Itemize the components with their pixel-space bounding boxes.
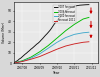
- Legend: 2007 forecast, 2009 forecast, 2010 forecast, forecast 2011: 2007 forecast, 2009 forecast, 2010 forec…: [54, 5, 76, 23]
- Y-axis label: Volume (Mm³): Volume (Mm³): [2, 22, 6, 43]
- X-axis label: Year: Year: [52, 71, 59, 75]
